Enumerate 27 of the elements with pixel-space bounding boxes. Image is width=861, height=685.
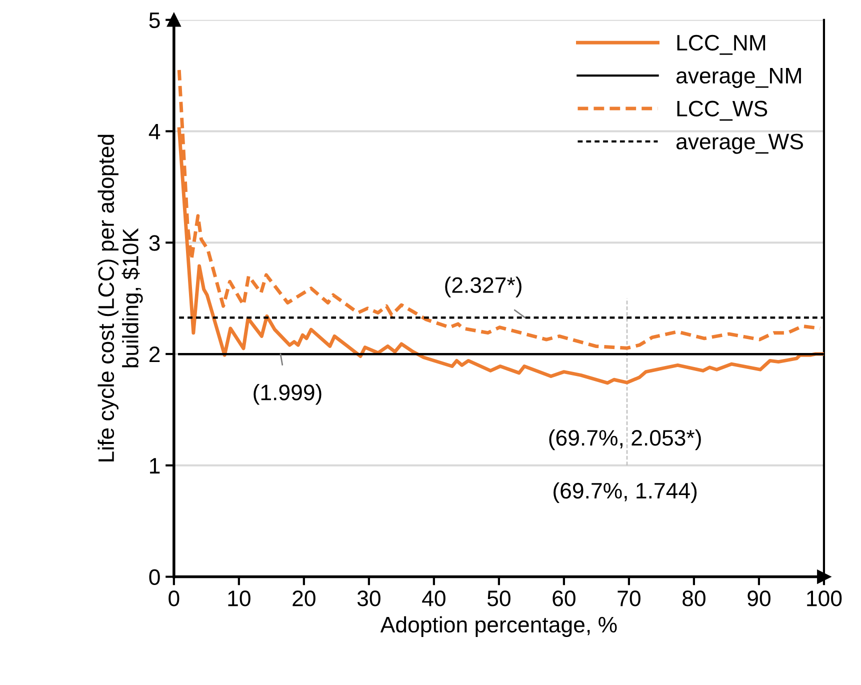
y-tick-label: 3	[149, 235, 160, 251]
y-tick-label: 5	[149, 12, 160, 28]
annotation: (2.327*)	[445, 276, 522, 298]
x-tick-label: 50	[487, 590, 510, 606]
x-tick-label: 10	[228, 590, 250, 606]
y-tick-label: 1	[150, 458, 160, 474]
x-tick-label: 90	[748, 590, 770, 606]
y-axis-title: Life cycle cost (LCC) per adopted building, $10K	[98, 134, 143, 462]
x-tick-label: 20	[292, 590, 316, 606]
annotation: (69.7%, 1.744)	[554, 482, 697, 504]
x-tick-label: 40	[422, 590, 446, 606]
x-tick-label: 60	[552, 590, 576, 606]
legend-label: LCC_WS	[677, 100, 768, 121]
legend-label: average_NM	[676, 68, 801, 88]
x-tick-label: 70	[618, 590, 640, 606]
y-tick-label: 2	[149, 346, 160, 362]
x-tick-label: 30	[357, 590, 380, 606]
x-axis-title: Adoption percentage, %	[380, 616, 617, 637]
y-tick-label: 0	[149, 569, 160, 586]
legend-label: average_WS	[676, 134, 803, 154]
x-tick-label: 0	[168, 590, 180, 606]
legend-label: LCC_NM	[677, 34, 766, 55]
x-tick-label: 100	[807, 590, 842, 606]
annotation: (1.999)	[254, 384, 322, 405]
x-tick-label: 80	[682, 590, 706, 606]
y-tick-label: 4	[148, 124, 160, 140]
annotation: (69.7%, 2.053*)	[549, 429, 701, 450]
